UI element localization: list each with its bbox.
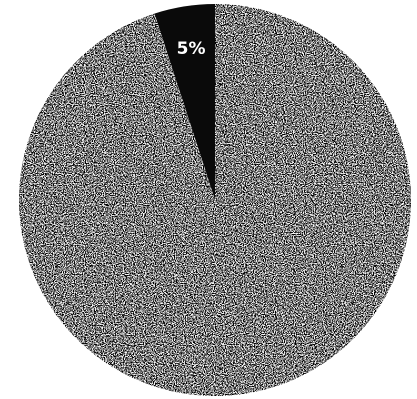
pie-slice-0-label: 5%: [177, 39, 206, 59]
labels-layer: 5%: [177, 39, 206, 59]
pie-slice-0: [154, 4, 215, 200]
pie-slice-0-fill: [154, 4, 215, 200]
pie-slice-1: [18, 4, 411, 397]
pie-slice-1-texture: [18, 4, 411, 397]
slices-layer: [18, 4, 411, 397]
